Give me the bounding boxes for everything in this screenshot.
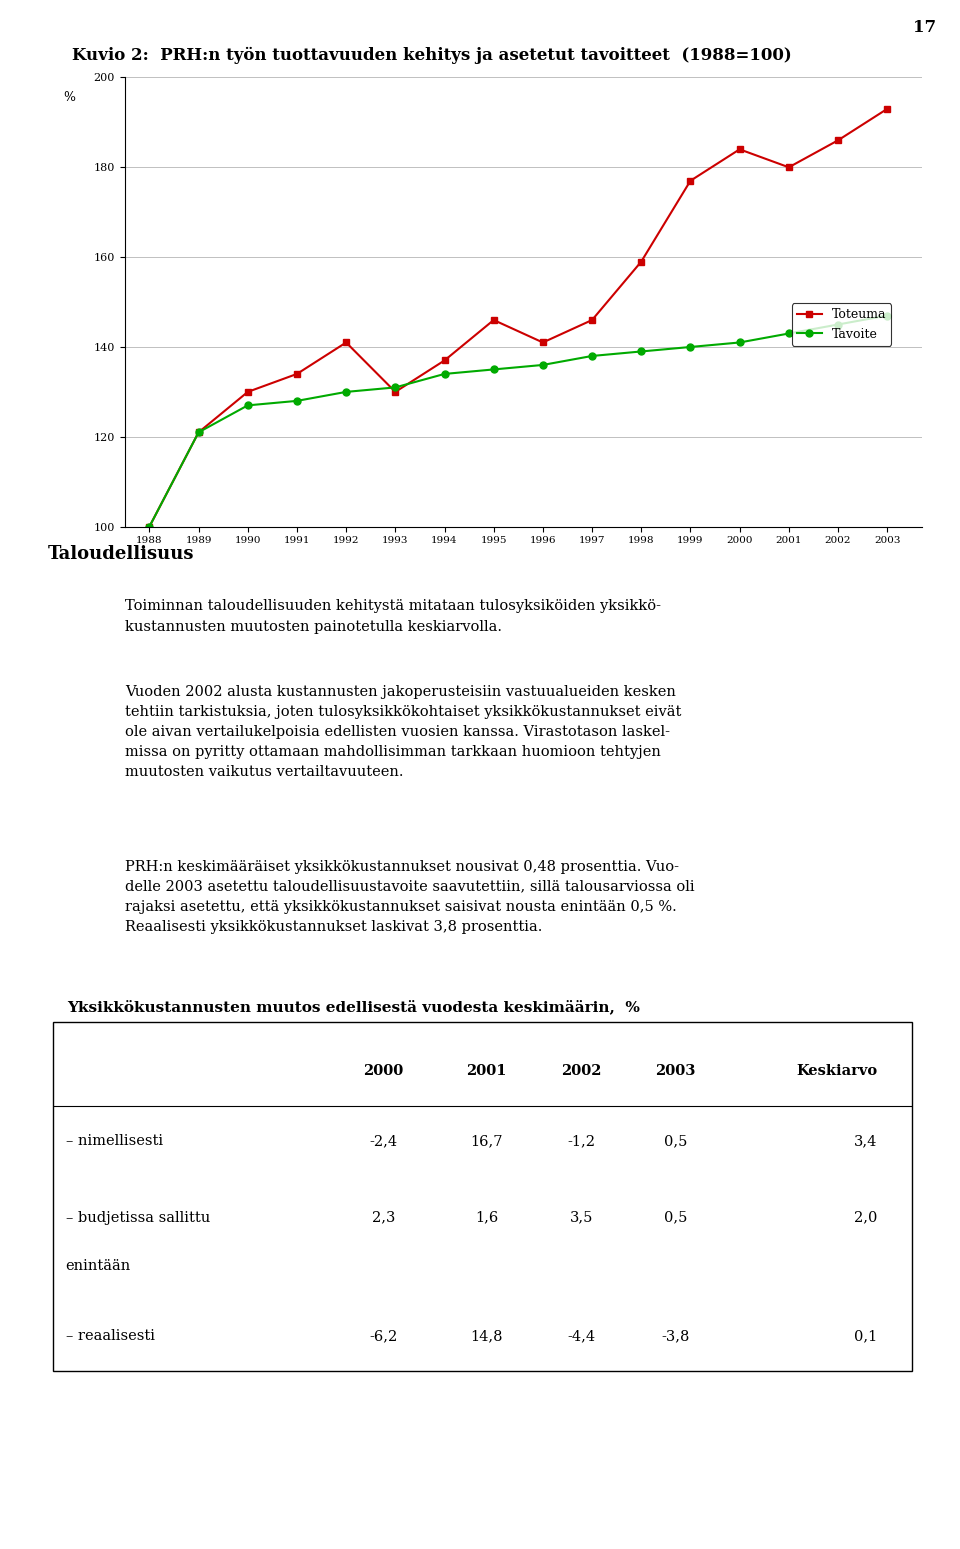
- Tavoite: [832, 316, 844, 335]
- Toteuma: [341, 333, 352, 352]
- Toteuma: [587, 311, 598, 330]
- Text: – budjetissa sallittu: – budjetissa sallittu: [65, 1211, 210, 1225]
- Toteuma: [390, 383, 401, 401]
- Tavoite: [439, 364, 450, 383]
- Toteuma: [242, 383, 253, 401]
- Text: -3,8: -3,8: [661, 1329, 690, 1343]
- Line: Tavoite: Tavoite: [146, 311, 891, 530]
- Toteuma: [733, 139, 745, 158]
- Text: Vuoden 2002 alusta kustannusten jakoperusteisiin vastuualueiden kesken
tehtiin t: Vuoden 2002 alusta kustannusten jakoperu…: [125, 685, 682, 779]
- Tavoite: [488, 359, 499, 378]
- Legend: Toteuma, Tavoite: Toteuma, Tavoite: [792, 304, 892, 345]
- Toteuma: [636, 252, 647, 271]
- Text: Keskiarvo: Keskiarvo: [797, 1064, 877, 1078]
- Text: -1,2: -1,2: [567, 1134, 595, 1148]
- Text: Toiminnan taloudellisuuden kehitystä mitataan tulosyksiköiden yksikkö-
kustannus: Toiminnan taloudellisuuden kehitystä mit…: [125, 599, 660, 634]
- Text: – reaalisesti: – reaalisesti: [65, 1329, 155, 1343]
- Tavoite: [242, 397, 253, 415]
- Tavoite: [783, 324, 795, 342]
- Toteuma: [439, 352, 450, 370]
- Text: -2,4: -2,4: [370, 1134, 397, 1148]
- Tavoite: [684, 338, 696, 356]
- Text: 14,8: 14,8: [470, 1329, 503, 1343]
- Text: 2003: 2003: [656, 1064, 696, 1078]
- Text: 0,1: 0,1: [854, 1329, 877, 1343]
- Text: 16,7: 16,7: [470, 1134, 503, 1148]
- Tavoite: [881, 307, 893, 325]
- Text: 2002: 2002: [561, 1064, 602, 1078]
- Text: – nimellisesti: – nimellisesti: [65, 1134, 163, 1148]
- Toteuma: [537, 333, 548, 352]
- Line: Toteuma: Toteuma: [146, 105, 891, 530]
- Toteuma: [832, 132, 844, 150]
- Toteuma: [144, 517, 156, 536]
- Tavoite: [144, 517, 156, 536]
- Text: Yksikkökustannusten muutos edellisestä vuodesta keskimäärin,  %: Yksikkökustannusten muutos edellisestä v…: [67, 999, 640, 1015]
- Tavoite: [733, 333, 745, 352]
- Text: Taloudellisuus: Taloudellisuus: [48, 545, 195, 564]
- Tavoite: [587, 347, 598, 366]
- Tavoite: [636, 342, 647, 361]
- Toteuma: [488, 311, 499, 330]
- Text: 3,5: 3,5: [569, 1211, 593, 1225]
- Text: 2000: 2000: [364, 1064, 404, 1078]
- Text: 0,5: 0,5: [664, 1134, 687, 1148]
- Text: 17: 17: [913, 19, 936, 36]
- Tavoite: [341, 383, 352, 401]
- Text: %: %: [63, 91, 75, 104]
- Text: 2,0: 2,0: [854, 1211, 877, 1225]
- Tavoite: [291, 392, 302, 410]
- Text: enintään: enintään: [65, 1259, 131, 1273]
- Toteuma: [193, 423, 204, 441]
- Tavoite: [390, 378, 401, 397]
- Text: 2001: 2001: [467, 1064, 507, 1078]
- Toteuma: [291, 364, 302, 383]
- Tavoite: [537, 356, 548, 375]
- Text: Kuvio 2:  PRH:n työn tuottavuuden kehitys ja asetetut tavoitteet  (1988=100): Kuvio 2: PRH:n työn tuottavuuden kehitys…: [72, 46, 792, 64]
- Toteuma: [881, 99, 893, 118]
- Text: 3,4: 3,4: [854, 1134, 877, 1148]
- Toteuma: [783, 158, 795, 177]
- Text: 2,3: 2,3: [372, 1211, 396, 1225]
- Text: 1,6: 1,6: [475, 1211, 498, 1225]
- Toteuma: [684, 172, 696, 191]
- Text: PRH:n keskimääräiset yksikkökustannukset nousivat 0,48 prosenttia. Vuo-
delle 20: PRH:n keskimääräiset yksikkökustannukset…: [125, 860, 694, 934]
- Tavoite: [193, 423, 204, 441]
- Text: -6,2: -6,2: [370, 1329, 397, 1343]
- Text: -4,4: -4,4: [567, 1329, 595, 1343]
- Text: 0,5: 0,5: [664, 1211, 687, 1225]
